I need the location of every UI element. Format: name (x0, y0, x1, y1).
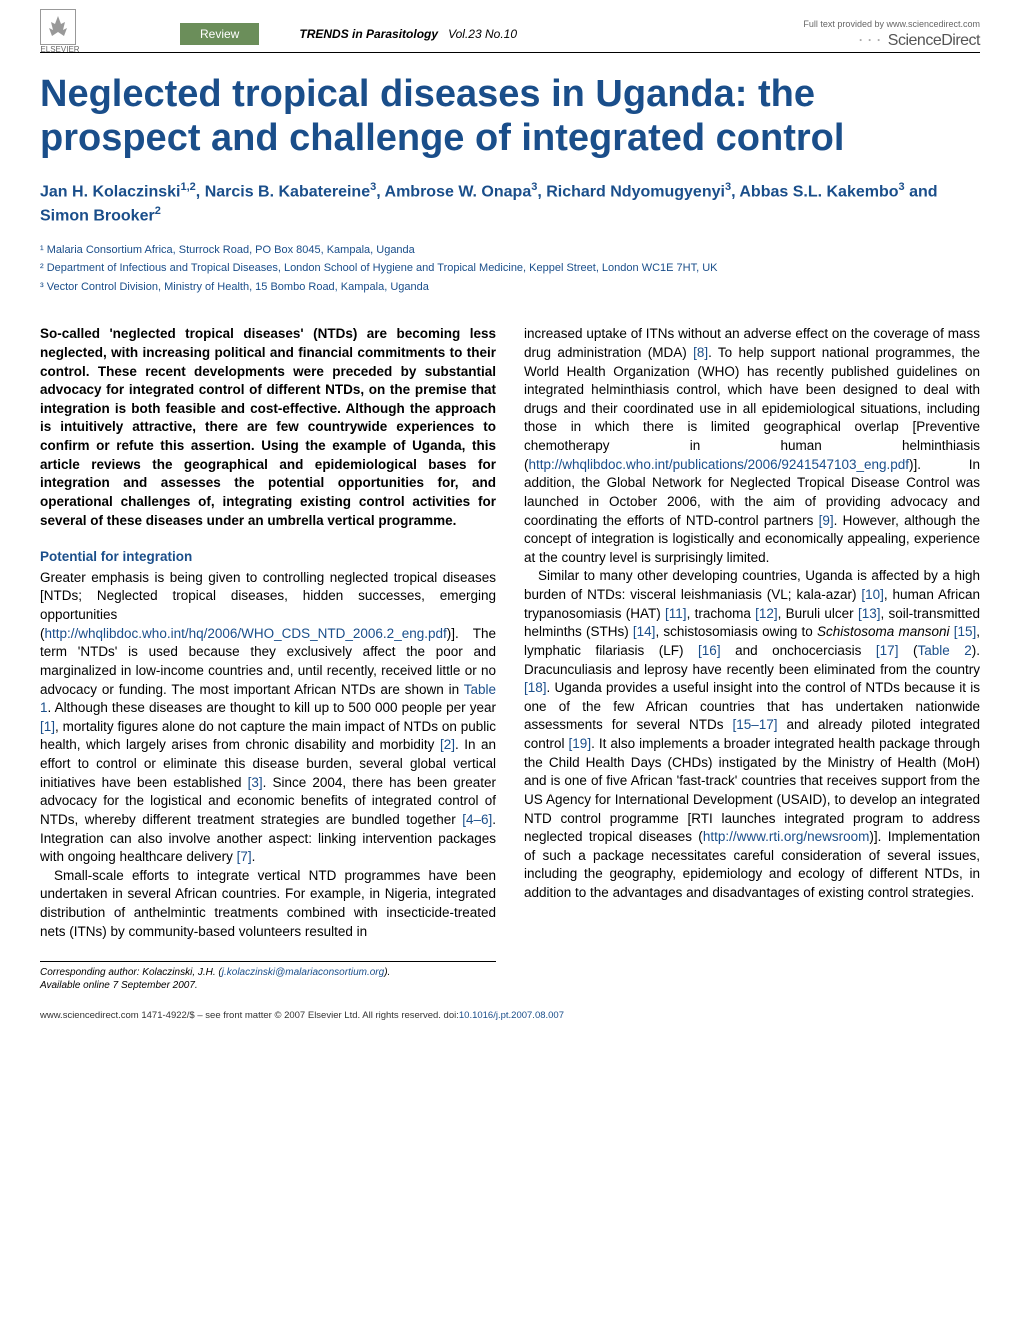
para-2: Small-scale efforts to integrate vertica… (40, 867, 496, 942)
elsevier-tree-icon (40, 9, 76, 45)
link-who-1[interactable]: http://whqlibdoc.who.int/hq/2006/WHO_CDS… (45, 626, 447, 641)
table-ref-2[interactable]: Table 2 (917, 643, 971, 658)
page-footer: www.sciencedirect.com 1471-4922/$ – see … (40, 1010, 980, 1021)
para-1: Greater emphasis is being given to contr… (40, 569, 496, 867)
text: ( (898, 643, 917, 658)
ref-1[interactable]: [1] (40, 719, 55, 734)
sd-provided-text: Full text provided by www.sciencedirect.… (803, 19, 980, 29)
text: , Buruli ulcer (778, 606, 858, 621)
ref-7[interactable]: [7] (237, 849, 252, 864)
journal-name: TRENDS in Parasitology (299, 27, 438, 41)
header-rule (40, 52, 980, 53)
ref-2[interactable]: [2] (440, 737, 455, 752)
header-bar: ELSEVIER Review TRENDS in Parasitology V… (40, 20, 980, 48)
text: . To help support national programmes, t… (524, 345, 980, 472)
journal-vol-text: Vol.23 No.10 (448, 27, 517, 41)
ref-16[interactable]: [16] (698, 643, 721, 658)
corr-label: Corresponding author: (40, 967, 140, 978)
text: . It also implements a broader integrate… (524, 736, 980, 844)
page-container: ELSEVIER Review TRENDS in Parasitology V… (0, 0, 1020, 1051)
text: , mortality figures alone do not capture… (40, 719, 496, 753)
ref-15-17[interactable]: [15–17] (732, 717, 777, 732)
column-right: increased uptake of ITNs without an adve… (524, 325, 980, 992)
text: and onchocerciasis (721, 643, 876, 658)
section-heading: Potential for integration (40, 548, 496, 567)
body-columns: So-called 'neglected tropical diseases' … (40, 325, 980, 992)
sd-dots-icon: ∙∙∙ (858, 29, 885, 49)
article-title: Neglected tropical diseases in Uganda: t… (40, 73, 980, 160)
abstract: So-called 'neglected tropical diseases' … (40, 325, 496, 530)
text: , schistosomiasis owing to (655, 624, 817, 639)
ref-3[interactable]: [3] (248, 775, 263, 790)
review-badge: Review (180, 23, 259, 45)
link-rti[interactable]: http://www.rti.org/newsroom (703, 829, 870, 844)
affiliation-3: ³ Vector Control Division, Ministry of H… (40, 279, 980, 296)
corr-email[interactable]: j.kolaczinski@malariaconsortium.org (222, 967, 384, 978)
affiliation-2: ² Department of Infectious and Tropical … (40, 260, 980, 277)
text: . (252, 849, 256, 864)
sciencedirect-logo: ScienceDirect (888, 32, 980, 49)
column-left: So-called 'neglected tropical diseases' … (40, 325, 496, 992)
link-who-2[interactable]: http://whqlibdoc.who.int/publications/20… (529, 457, 910, 472)
ref-17[interactable]: [17] (876, 643, 899, 658)
affiliations: ¹ Malaria Consortium Africa, Sturrock Ro… (40, 242, 980, 296)
sd-logo-line: ∙∙∙ ScienceDirect (803, 29, 980, 50)
ref-12[interactable]: [12] (755, 606, 778, 621)
ref-18[interactable]: [18] (524, 680, 547, 695)
ref-4-6[interactable]: [4–6] (462, 812, 492, 827)
authors-line: Jan H. Kolaczinski1,2, Narcis B. Kabater… (40, 180, 980, 227)
ref-13[interactable]: [13] (858, 606, 881, 621)
journal-info: TRENDS in Parasitology Vol.23 No.10 (299, 27, 803, 41)
affiliation-1: ¹ Malaria Consortium Africa, Sturrock Ro… (40, 242, 980, 259)
text: ). (384, 967, 390, 978)
ref-11[interactable]: [11] (665, 606, 687, 621)
ref-8[interactable]: [8] (693, 345, 708, 360)
text: , trachoma (687, 606, 756, 621)
sciencedirect-block: Full text provided by www.sciencedirect.… (803, 19, 980, 50)
elsevier-label: ELSEVIER (40, 45, 80, 54)
para-3: increased uptake of ITNs without an adve… (524, 325, 980, 567)
footer-text: www.sciencedirect.com 1471-4922/$ – see … (40, 1010, 459, 1021)
footer-left: www.sciencedirect.com 1471-4922/$ – see … (40, 1010, 564, 1021)
corresponding-author: Corresponding author: Kolaczinski, J.H. … (40, 961, 496, 992)
ref-15[interactable]: [15] (954, 624, 977, 639)
text: . Although these diseases are thought to… (48, 700, 496, 715)
doi-link[interactable]: 10.1016/j.pt.2007.08.007 (459, 1010, 564, 1021)
ref-19[interactable]: [19] (569, 736, 592, 751)
ref-9[interactable]: [9] (819, 513, 834, 528)
corr-name: Kolaczinski, J.H. ( (142, 967, 221, 978)
ref-10[interactable]: [10] (861, 587, 884, 602)
elsevier-logo: ELSEVIER (40, 9, 80, 59)
species-name: Schistosoma mansoni (817, 624, 950, 639)
ref-14[interactable]: [14] (633, 624, 656, 639)
corr-available: Available online 7 September 2007. (40, 980, 198, 991)
para-4: Similar to many other developing countri… (524, 567, 980, 902)
